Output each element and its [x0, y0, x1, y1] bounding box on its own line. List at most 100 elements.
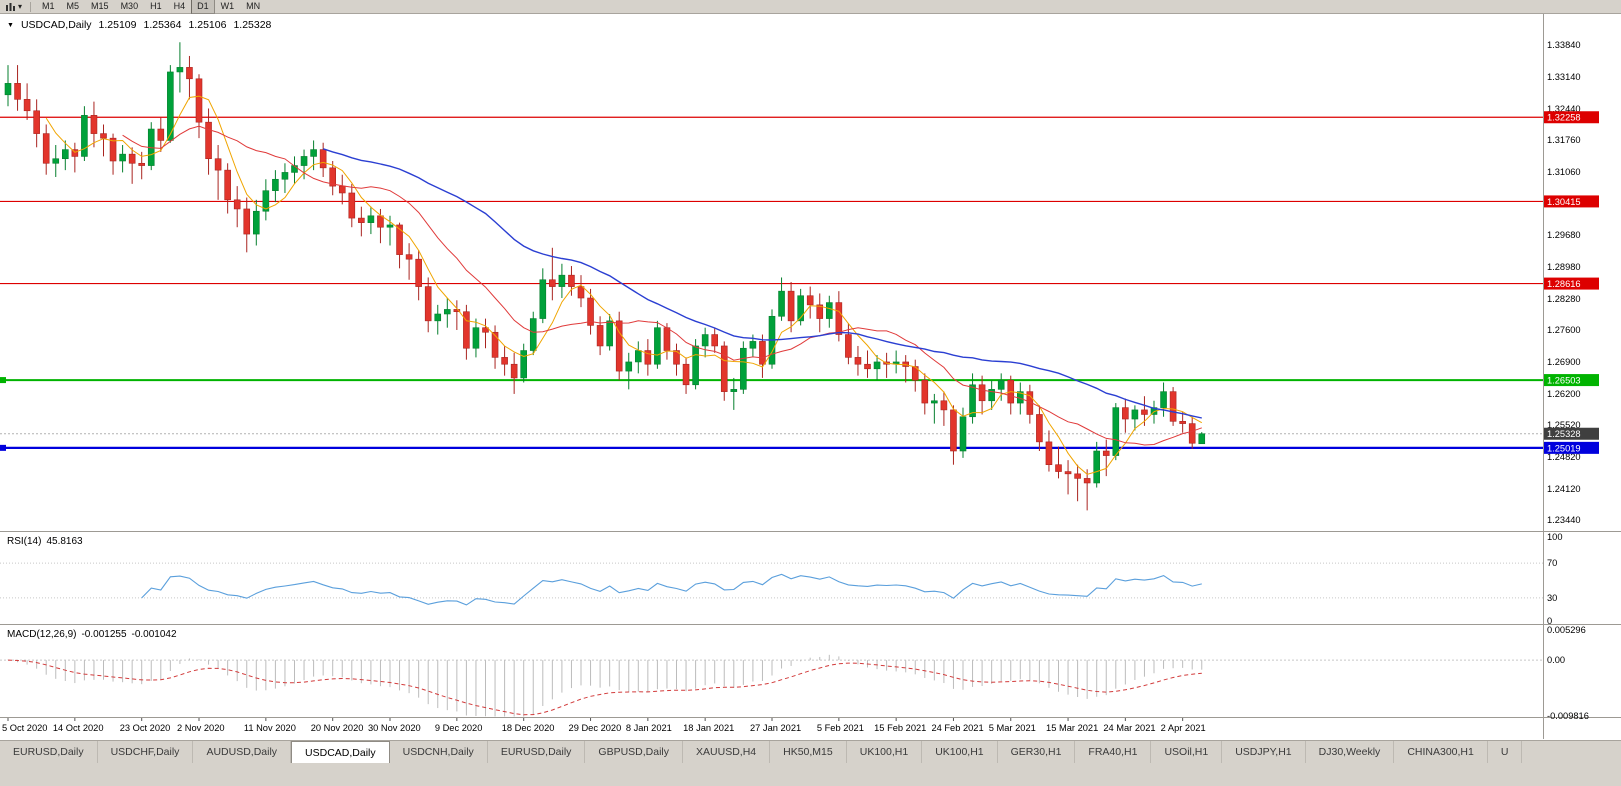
chart-tab[interactable]: USDCAD,Daily — [291, 741, 390, 763]
chart-tab[interactable]: DJ30,Weekly — [1306, 741, 1395, 763]
chart-tab[interactable]: FRA40,H1 — [1075, 741, 1152, 763]
time-axis-label: 2 Nov 2020 — [177, 723, 225, 733]
chart-tab[interactable]: UK100,H1 — [847, 741, 923, 763]
price-tag[interactable] — [1544, 427, 1599, 440]
price-tag-label: 1.25328 — [1547, 429, 1581, 439]
time-axis-label: 5 Oct 2020 — [2, 723, 47, 733]
chart-tabs: EURUSD,Daily USDCHF,Daily AUDUSD,Daily USDC… — [0, 741, 1621, 763]
time-axis-label: 14 Oct 2020 — [53, 723, 104, 733]
ohlc-close: 1.25328 — [233, 19, 272, 31]
chart-tab[interactable]: U — [1488, 741, 1523, 763]
chart-tab[interactable]: USDCHF,Daily — [98, 741, 194, 763]
chart-header[interactable]: ▼ USDCAD,Daily 1.25109 1.25364 1.25106 1… — [7, 19, 271, 31]
timeframe-button-m5[interactable]: M5 — [66, 1, 80, 11]
chart-tab[interactable]: AUDUSD,Daily — [193, 741, 292, 763]
toolbar-separator — [30, 1, 32, 12]
timeframe-button-m1[interactable]: M1 — [42, 1, 55, 11]
rsi-value: 45.8163 — [46, 536, 83, 547]
chart-tab[interactable]: USOil,H1 — [1151, 741, 1223, 763]
macd-axis-label: 0.005296 — [1547, 625, 1586, 635]
time-axis-label: 15 Mar 2021 — [1046, 723, 1098, 733]
level-line-handle[interactable] — [0, 444, 6, 451]
time-axis[interactable]: 5 Oct 2020 14 Oct 2020 23 Oct 2020 2 Nov 20… — [2, 718, 1206, 733]
time-axis-label: 20 Nov 2020 — [311, 723, 364, 733]
price-axis-label: 1.26900 — [1547, 357, 1581, 367]
collapse-triangle-icon[interactable]: ▼ — [7, 21, 14, 29]
price-axis-label: 1.32440 — [1547, 104, 1581, 114]
timeframe-button-m15[interactable]: M15 — [91, 1, 109, 11]
time-axis-label: 11 Nov 2020 — [244, 723, 296, 733]
timeframe-button-m30[interactable]: M30 — [120, 1, 139, 11]
time-axis-label: 24 Feb 2021 — [931, 723, 983, 733]
chart-dropdown-caret-icon[interactable]: ▾ — [18, 1, 23, 11]
rsi-axis-label: 30 — [1547, 593, 1557, 603]
price-tag[interactable] — [1544, 374, 1599, 387]
price-axis-label: 1.31760 — [1547, 135, 1581, 145]
price-tag-label: 1.25019 — [1547, 443, 1581, 453]
chart-tab[interactable]: GER30,H1 — [998, 741, 1076, 763]
price-axis-label: 1.31060 — [1547, 167, 1581, 177]
chart-tab[interactable]: USDJPY,H1 — [1222, 741, 1306, 763]
chart-tab-bar: EURUSD,Daily USDCHF,Daily AUDUSD,Daily USDC… — [0, 740, 1621, 786]
price-axis-label: 1.33140 — [1547, 72, 1581, 82]
price-axis[interactable]: 1.338401.331401.324401.317601.310601.303… — [1547, 40, 1581, 525]
chart-tab[interactable]: UK100,H1 — [922, 741, 998, 763]
ohlc-high: 1.25364 — [143, 19, 182, 31]
price-axis-label: 1.27600 — [1547, 325, 1581, 335]
rsi-indicator-label: RSI(14) 45.8163 — [7, 536, 88, 547]
price-tag[interactable] — [1544, 111, 1599, 124]
ma-line-5 — [45, 95, 1203, 475]
time-axis-label: 18 Jan 2021 — [683, 723, 734, 733]
price-axis-label: 1.29680 — [1547, 230, 1581, 240]
time-axis-label: 27 Jan 2021 — [750, 723, 801, 733]
price-axis-label: 1.25520 — [1547, 420, 1581, 430]
price-axis-label: 1.26200 — [1547, 389, 1581, 399]
level-line-handle[interactable] — [0, 377, 6, 384]
rsi-line — [141, 573, 1202, 606]
price-tag-label: 1.32258 — [1547, 113, 1581, 123]
time-axis-label: 24 Mar 2021 — [1103, 723, 1155, 733]
chart-tab[interactable]: HK50,M15 — [770, 741, 847, 763]
timeframe-button-h1[interactable]: H1 — [150, 1, 162, 11]
time-axis-label: 2 Apr 2021 — [1161, 723, 1206, 733]
bar-chart-icon[interactable] — [5, 2, 16, 12]
time-axis-label: 5 Feb 2021 — [817, 723, 864, 733]
chart-tab[interactable]: GBPUSD,Daily — [585, 741, 684, 763]
macd-axis-label: 0.00 — [1547, 655, 1565, 665]
price-axis-label: 1.28980 — [1547, 262, 1581, 272]
macd-main-value: -0.001255 — [81, 629, 127, 640]
rsi-axis-label: 70 — [1547, 558, 1557, 568]
price-tag-label: 1.26503 — [1547, 376, 1581, 386]
top-toolbar: ▾ M1 M5 M15 M30 H1 H4 D1 W1 MN — [0, 0, 1621, 14]
ma-line-34 — [322, 148, 1202, 419]
price-axis-label: 1.33840 — [1547, 40, 1581, 50]
rsi-axis-label: 0 — [1547, 616, 1552, 626]
chart-tab[interactable]: EURUSD,Daily — [488, 741, 586, 763]
ma-line-13 — [122, 125, 1202, 446]
timeframe-button-w1[interactable]: W1 — [220, 1, 235, 11]
timeframe-button-mn[interactable]: MN — [246, 1, 261, 11]
time-axis-label: 15 Feb 2021 — [874, 723, 926, 733]
price-tag[interactable] — [1544, 441, 1599, 454]
price-axis-label: 1.23440 — [1547, 515, 1581, 525]
chart-tab[interactable]: EURUSD,Daily — [0, 741, 98, 763]
macd-signal-value: -0.001042 — [131, 629, 177, 640]
macd-name: MACD(12,26,9) — [7, 629, 77, 640]
time-axis-label: 29 Dec 2020 — [569, 723, 622, 733]
price-tag[interactable] — [1544, 277, 1599, 290]
chart-tab[interactable]: XAUUSD,H4 — [683, 741, 771, 763]
chart-tab[interactable]: USDCNH,Daily — [390, 741, 488, 763]
chart-tab[interactable]: CHINA300,H1 — [1394, 741, 1488, 763]
macd-indicator-label: MACD(12,26,9) -0.001255 -0.001042 — [7, 629, 182, 640]
timeframe-button-h4[interactable]: H4 — [173, 1, 186, 11]
rsi-name: RSI(14) — [7, 536, 42, 547]
ohlc-low: 1.25106 — [188, 19, 227, 31]
time-axis-label: 30 Nov 2020 — [368, 723, 421, 733]
ohlc-open: 1.25109 — [98, 19, 137, 31]
price-axis-label: 1.28280 — [1547, 294, 1581, 304]
price-tag[interactable] — [1544, 195, 1599, 208]
timeframe-button-d1[interactable]: D1 — [191, 0, 215, 14]
time-axis-label: 8 Jan 2021 — [626, 723, 672, 733]
time-axis-label: 9 Dec 2020 — [435, 723, 483, 733]
